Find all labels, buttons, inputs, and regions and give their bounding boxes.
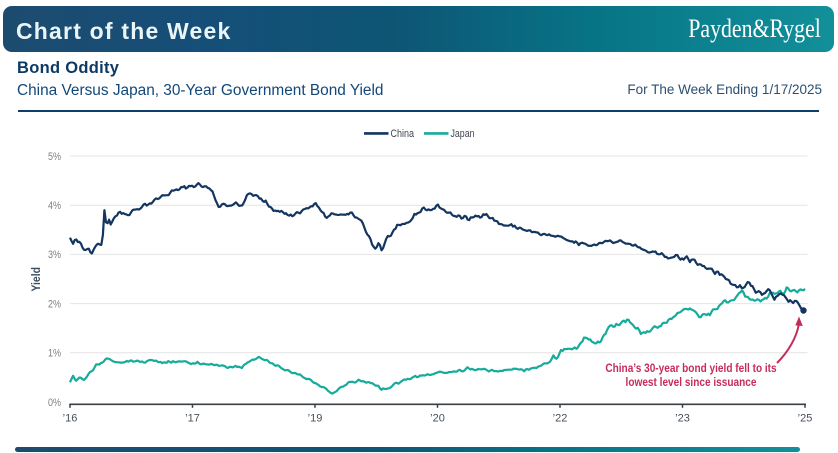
svg-text:’19: ’19: [308, 413, 323, 425]
svg-text:Japan: Japan: [451, 128, 475, 140]
svg-text:’22: ’22: [553, 413, 568, 425]
svg-text:4%: 4%: [48, 200, 61, 212]
svg-text:Yield: Yield: [29, 267, 43, 292]
svg-text:’16: ’16: [63, 413, 78, 425]
svg-text:3%: 3%: [48, 249, 61, 261]
svg-text:China: China: [391, 128, 415, 140]
svg-text:’23: ’23: [675, 413, 690, 425]
svg-text:0%: 0%: [48, 397, 61, 409]
svg-text:’17: ’17: [185, 413, 200, 425]
svg-text:2%: 2%: [48, 298, 61, 310]
svg-text:’20: ’20: [430, 413, 445, 425]
svg-text:1%: 1%: [48, 348, 61, 360]
svg-text:’25: ’25: [798, 413, 813, 425]
svg-text:5%: 5%: [48, 151, 61, 163]
